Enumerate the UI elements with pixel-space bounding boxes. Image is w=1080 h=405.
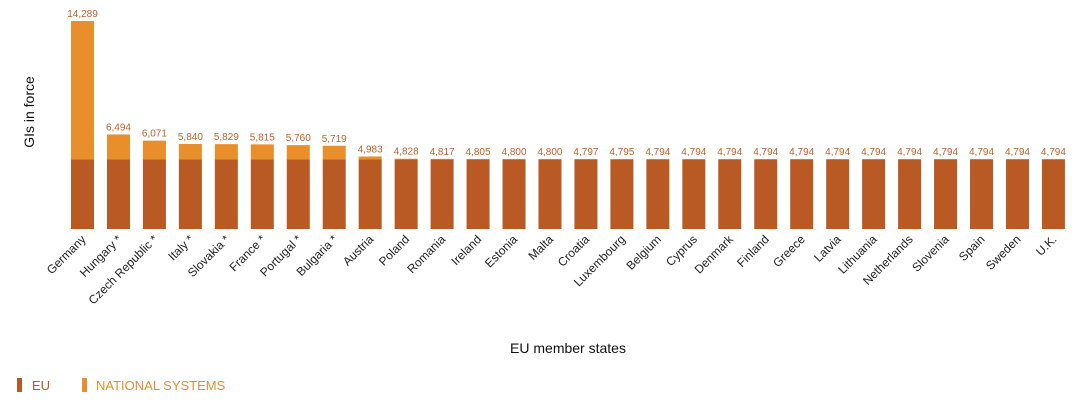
bar-eu-slovenia <box>934 159 958 229</box>
value-label-cyprus: 4,794 <box>681 147 706 158</box>
value-label-slovakia: 5,829 <box>214 132 239 143</box>
bar-national-czech-republic <box>142 140 166 160</box>
value-label-finland: 4,794 <box>753 147 778 158</box>
legend: EU NATIONAL SYSTEMS <box>17 378 226 393</box>
value-label-u-k: 4,794 <box>1041 147 1066 158</box>
bar-national-austria <box>358 156 382 160</box>
value-label-hungary: 6,494 <box>106 122 131 133</box>
x-tick-label-u-k: U.K. <box>1033 232 1059 258</box>
value-label-slovenia: 4,794 <box>933 147 958 158</box>
value-label-denmark: 4,794 <box>717 147 742 158</box>
value-label-czech-republic: 6,071 <box>142 129 167 140</box>
bar-eu-austria <box>358 159 382 229</box>
bar-eu-poland <box>394 159 418 229</box>
x-tick-label-estonia: Estonia <box>482 232 520 270</box>
bar-eu-spain <box>970 159 993 229</box>
legend-national-label: NATIONAL SYSTEMS <box>96 378 226 393</box>
bar-eu-italy <box>178 159 202 229</box>
bar-eu-greece <box>790 159 814 229</box>
value-label-austria: 4,983 <box>358 144 383 155</box>
value-label-romania: 4,817 <box>430 147 455 158</box>
value-label-portugal: 5,760 <box>286 133 311 144</box>
value-label-malta: 4,800 <box>537 147 562 158</box>
value-label-croatia: 4,797 <box>573 147 598 158</box>
bar-eu-germany <box>71 159 94 229</box>
bar-eu-portugal <box>286 159 310 229</box>
value-label-france: 5,815 <box>250 132 275 143</box>
value-labels-group: 14,289 6,494 6,071 5,840 5,829 5,815 5,760 5,71… <box>67 9 1066 158</box>
x-tick-label-spain: Spain <box>956 232 988 264</box>
value-label-spain: 4,794 <box>969 147 994 158</box>
x-tick-label-latvia: Latvia <box>811 232 844 265</box>
bar-national-germany <box>71 21 94 160</box>
x-tick-label-belgium: Belgium <box>623 232 664 273</box>
bar-national-portugal <box>286 145 310 160</box>
bar-eu-denmark <box>718 159 742 229</box>
bar-eu-luxembourg <box>610 159 634 229</box>
value-label-belgium: 4,794 <box>645 147 670 158</box>
value-label-netherlands: 4,794 <box>897 147 922 158</box>
value-label-greece: 4,794 <box>789 147 814 158</box>
legend-national-swatch <box>82 378 87 392</box>
bar-eu-france <box>250 159 274 229</box>
bar-eu-croatia <box>574 159 598 229</box>
bar-eu-estonia <box>502 159 526 229</box>
value-label-poland: 4,828 <box>394 147 419 158</box>
bar-eu-lithuania <box>862 159 886 229</box>
x-tick-label-denmark: Denmark <box>692 232 737 277</box>
bars-group <box>71 21 1065 229</box>
bar-eu-ireland <box>466 159 490 229</box>
x-tick-label-greece: Greece <box>770 232 808 270</box>
x-tick-label-malta: Malta <box>525 232 556 263</box>
value-label-bulgaria: 5,719 <box>322 134 347 145</box>
value-label-germany: 14,289 <box>67 9 98 20</box>
value-label-lithuania: 4,794 <box>861 147 886 158</box>
bar-eu-netherlands <box>898 159 922 229</box>
value-label-ireland: 4,805 <box>466 147 491 158</box>
x-tick-label-slovenia: Slovenia <box>909 232 952 275</box>
bar-eu-u-k <box>1041 159 1065 229</box>
bar-national-italy <box>178 143 202 160</box>
bar-eu-finland <box>754 159 778 229</box>
value-label-estonia: 4,800 <box>502 147 527 158</box>
bar-national-hungary <box>106 134 130 160</box>
x-tick-label-romania: Romania <box>404 232 448 276</box>
bar-eu-slovakia <box>214 159 238 229</box>
bar-eu-latvia <box>826 159 850 229</box>
bar-eu-bulgaria <box>322 159 346 229</box>
x-axis-title: EU member states <box>510 340 626 356</box>
value-label-sweden: 4,794 <box>1005 147 1030 158</box>
bar-national-france <box>250 144 274 160</box>
bar-national-slovakia <box>214 144 238 160</box>
x-tick-label-ireland: Ireland <box>448 232 484 268</box>
x-tick-label-finland: Finland <box>734 232 772 270</box>
x-tick-label-sweden: Sweden <box>983 232 1024 273</box>
value-label-italy: 5,840 <box>178 132 203 143</box>
value-label-latvia: 4,794 <box>825 147 850 158</box>
value-label-luxembourg: 4,795 <box>609 147 634 158</box>
legend-eu-label: EU <box>32 378 50 393</box>
x-tick-label-austria: Austria <box>340 232 377 269</box>
y-axis-title: GIs in force <box>21 76 37 148</box>
x-tick-label-italy: Italy * <box>165 232 196 263</box>
bar-eu-malta <box>538 159 562 229</box>
bar-eu-sweden <box>1005 159 1029 229</box>
bar-eu-romania <box>430 159 454 229</box>
bar-eu-czech-republic <box>142 159 166 229</box>
bar-national-bulgaria <box>322 145 346 160</box>
bar-eu-belgium <box>646 159 670 229</box>
bar-eu-hungary <box>106 159 130 229</box>
bar-eu-cyprus <box>682 159 706 229</box>
legend-eu-swatch <box>17 378 22 392</box>
